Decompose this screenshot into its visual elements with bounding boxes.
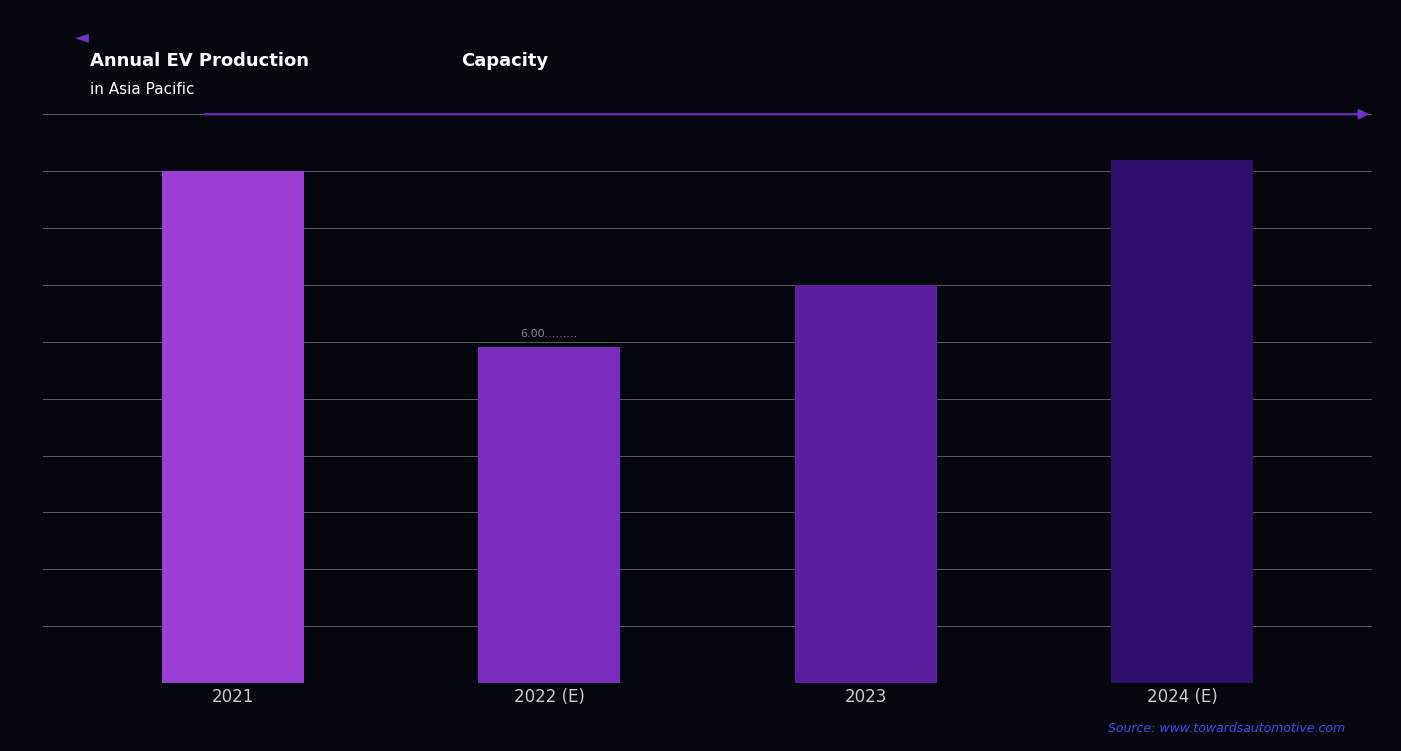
Text: Capacity: Capacity [461, 52, 548, 70]
Text: Source: www.towardsautomotive.com: Source: www.towardsautomotive.com [1108, 722, 1345, 735]
Bar [478, 348, 621, 683]
Text: in Asia Pacific: in Asia Pacific [91, 83, 195, 98]
Bar [794, 285, 937, 683]
Bar [161, 171, 304, 683]
Text: ◄: ◄ [74, 29, 88, 47]
Bar [1111, 160, 1254, 683]
Text: 6.00.........: 6.00......... [521, 329, 579, 339]
Text: Annual EV Production: Annual EV Production [91, 52, 310, 70]
